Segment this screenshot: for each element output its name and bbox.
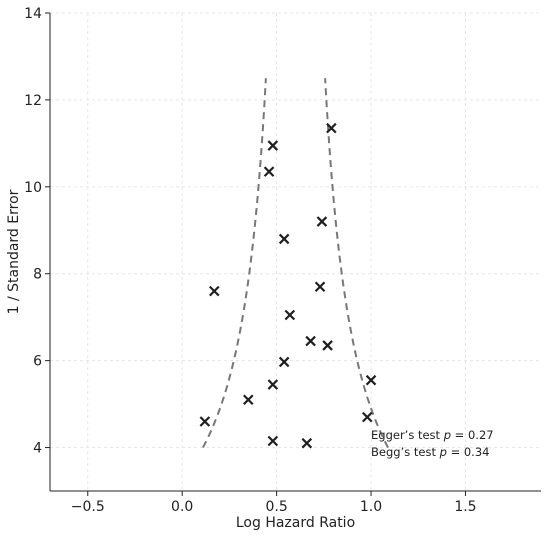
x-tick-label: 0.5 [265, 499, 287, 515]
data-point [263, 166, 275, 177]
x-tick-label: −0.5 [71, 499, 105, 515]
test-annotations: Egger’s test p = 0.27 Begg’s test p = 0.… [371, 428, 494, 459]
x-axis-label: Log Hazard Ratio [236, 515, 355, 531]
data-point [284, 309, 296, 321]
data-point-stroke [314, 281, 326, 293]
data-point-stroke [209, 285, 220, 297]
x-tick-label: 1.5 [454, 499, 476, 515]
funnel-bounds [202, 78, 389, 449]
data-point [314, 281, 326, 293]
data-point-stroke [365, 374, 377, 386]
y-tick-label: 4 [33, 441, 42, 457]
data-point-stroke [284, 309, 296, 321]
begg-test-prefix: Begg’s test [371, 445, 440, 459]
data-point-stroke [243, 394, 254, 406]
data-point-stroke [361, 411, 373, 423]
data-point [326, 122, 337, 134]
data-point [199, 416, 211, 427]
y-tick-label: 8 [33, 267, 42, 283]
axes [49, 13, 541, 492]
data-point [267, 435, 279, 447]
data-point-stroke [199, 416, 211, 427]
grid [50, 12, 541, 491]
data-point [278, 233, 290, 245]
data-point [365, 374, 377, 386]
begg-test-annotation: Begg’s test p = 0.34 [371, 445, 489, 459]
data-point-stroke [322, 340, 333, 351]
y-tick-label: 6 [33, 354, 42, 370]
egger-test-annotation: Egger’s test p = 0.27 [371, 428, 494, 442]
data-point [301, 437, 313, 449]
data-point [243, 394, 254, 406]
data-point-stroke [316, 216, 328, 227]
begg-test-var: p [439, 445, 447, 459]
y-axis-label: 1 / Standard Error [6, 189, 22, 314]
data-point [305, 335, 316, 347]
data-point [267, 140, 279, 151]
data-point-stroke [263, 166, 275, 177]
data-point-stroke [278, 356, 290, 368]
y-tick-label: 14 [24, 6, 42, 22]
data-point-stroke [267, 140, 279, 151]
funnel-left-bound [202, 78, 267, 449]
x-tick-label: 0.0 [171, 499, 193, 515]
egger-test-prefix: Egger’s test [371, 428, 444, 442]
x-tick-label: 1.0 [360, 499, 382, 515]
data-point-stroke [305, 335, 316, 347]
data-point [209, 285, 220, 297]
funnel-right-bound [324, 78, 389, 449]
data-point-stroke [278, 233, 290, 245]
data-point-stroke [301, 437, 313, 449]
begg-test-value: = 0.34 [447, 445, 490, 459]
egger-test-var: p [443, 428, 451, 442]
tick-labels: −0.5 0.0 0.5 1.0 1.5 4 6 8 10 12 14 [24, 6, 476, 515]
data-point-stroke [326, 122, 337, 134]
data-points [199, 122, 377, 449]
data-point-stroke [267, 379, 279, 390]
egger-test-value: = 0.27 [451, 428, 494, 442]
data-point [322, 340, 333, 351]
data-point [316, 216, 328, 227]
data-point-stroke [267, 435, 279, 447]
data-point [267, 379, 279, 390]
data-point [278, 356, 290, 368]
data-point [361, 411, 373, 423]
y-tick-label: 12 [24, 93, 42, 109]
y-tick-label: 10 [24, 180, 42, 196]
